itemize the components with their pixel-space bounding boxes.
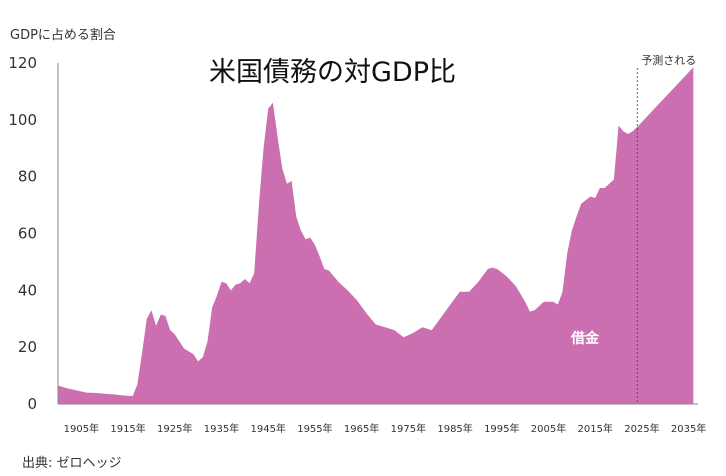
series-label-debt: 借金 [570, 330, 600, 347]
x-tick-label: 1995年 [484, 422, 519, 435]
x-tick-label: 2015年 [577, 422, 612, 435]
y-tick-label: 120 [8, 54, 37, 72]
x-tick-label: 1985年 [437, 422, 472, 435]
y-tick-label: 60 [18, 225, 37, 243]
axis-layer [57, 63, 698, 405]
x-tick-layer: 1905年 1915年 1925年 1935年 1945年 1955年 1965年 1975年… [64, 422, 707, 435]
x-tick-label: 1925年 [157, 422, 192, 435]
x-tick-label: 1935年 [204, 422, 239, 435]
x-tick-label: 1945年 [250, 422, 285, 435]
x-tick-label: 1915年 [110, 422, 145, 435]
y-tick-layer: 0 20 40 60 80 100 120 [8, 54, 37, 413]
y-tick-label: 20 [18, 338, 37, 356]
x-tick-label: 2005年 [531, 422, 566, 435]
y-tick-label: 0 [27, 395, 37, 413]
chart-title: 米国債務の対GDP比 [209, 57, 456, 88]
y-tick-label: 40 [18, 281, 37, 299]
y-axis-label: GDPに占める割合 [10, 27, 116, 43]
y-tick-label: 80 [18, 168, 37, 186]
x-tick-label: 2025年 [624, 422, 659, 435]
x-tick-label: 1905年 [64, 422, 99, 435]
x-tick-label: 2035年 [671, 422, 706, 435]
x-tick-label: 1955年 [297, 422, 332, 435]
source-note: 出典: ゼロヘッジ [22, 456, 122, 471]
x-tick-label: 1975年 [391, 422, 426, 435]
y-tick-label: 100 [8, 111, 37, 129]
forecast-label: 予測される [641, 53, 696, 67]
area-layer [58, 67, 694, 404]
debt-area [58, 67, 694, 404]
x-tick-label: 1965年 [344, 422, 379, 435]
